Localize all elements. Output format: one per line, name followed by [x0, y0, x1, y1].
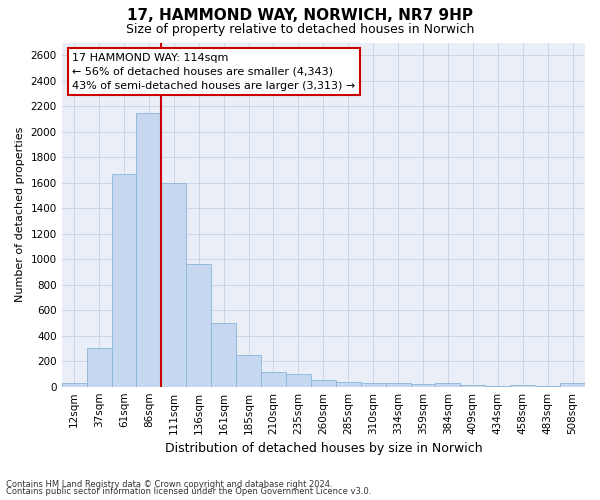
Text: 17, HAMMOND WAY, NORWICH, NR7 9HP: 17, HAMMOND WAY, NORWICH, NR7 9HP — [127, 8, 473, 22]
Bar — [560, 384, 585, 386]
Bar — [136, 112, 161, 386]
Bar — [261, 372, 286, 386]
Bar — [460, 385, 485, 386]
Bar — [112, 174, 136, 386]
Bar — [510, 385, 535, 386]
Y-axis label: Number of detached properties: Number of detached properties — [15, 127, 25, 302]
Bar — [436, 384, 460, 386]
Bar — [386, 383, 410, 386]
X-axis label: Distribution of detached houses by size in Norwich: Distribution of detached houses by size … — [164, 442, 482, 455]
Text: 17 HAMMOND WAY: 114sqm
← 56% of detached houses are smaller (4,343)
43% of semi-: 17 HAMMOND WAY: 114sqm ← 56% of detached… — [72, 53, 355, 91]
Bar — [186, 264, 211, 386]
Bar — [86, 348, 112, 387]
Bar — [211, 323, 236, 386]
Bar — [236, 355, 261, 386]
Text: Size of property relative to detached houses in Norwich: Size of property relative to detached ho… — [126, 22, 474, 36]
Text: Contains public sector information licensed under the Open Government Licence v3: Contains public sector information licen… — [6, 487, 371, 496]
Bar — [410, 384, 436, 386]
Bar — [361, 383, 386, 386]
Bar — [286, 374, 311, 386]
Bar — [62, 384, 86, 386]
Bar — [336, 382, 361, 386]
Bar — [311, 380, 336, 386]
Bar — [161, 184, 186, 386]
Text: Contains HM Land Registry data © Crown copyright and database right 2024.: Contains HM Land Registry data © Crown c… — [6, 480, 332, 489]
